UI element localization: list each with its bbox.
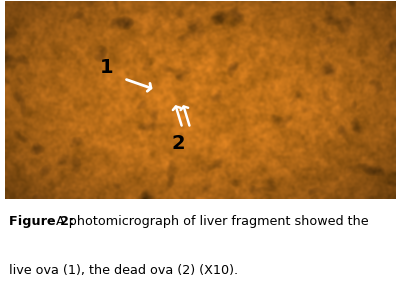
- Text: Figure 2:: Figure 2:: [9, 215, 74, 228]
- Text: 1: 1: [100, 58, 113, 77]
- Text: 2: 2: [172, 134, 185, 152]
- Text: live ova (1), the dead ova (2) (X10).: live ova (1), the dead ova (2) (X10).: [9, 264, 238, 277]
- Text: A photomicrograph of liver fragment showed the: A photomicrograph of liver fragment show…: [52, 215, 369, 228]
